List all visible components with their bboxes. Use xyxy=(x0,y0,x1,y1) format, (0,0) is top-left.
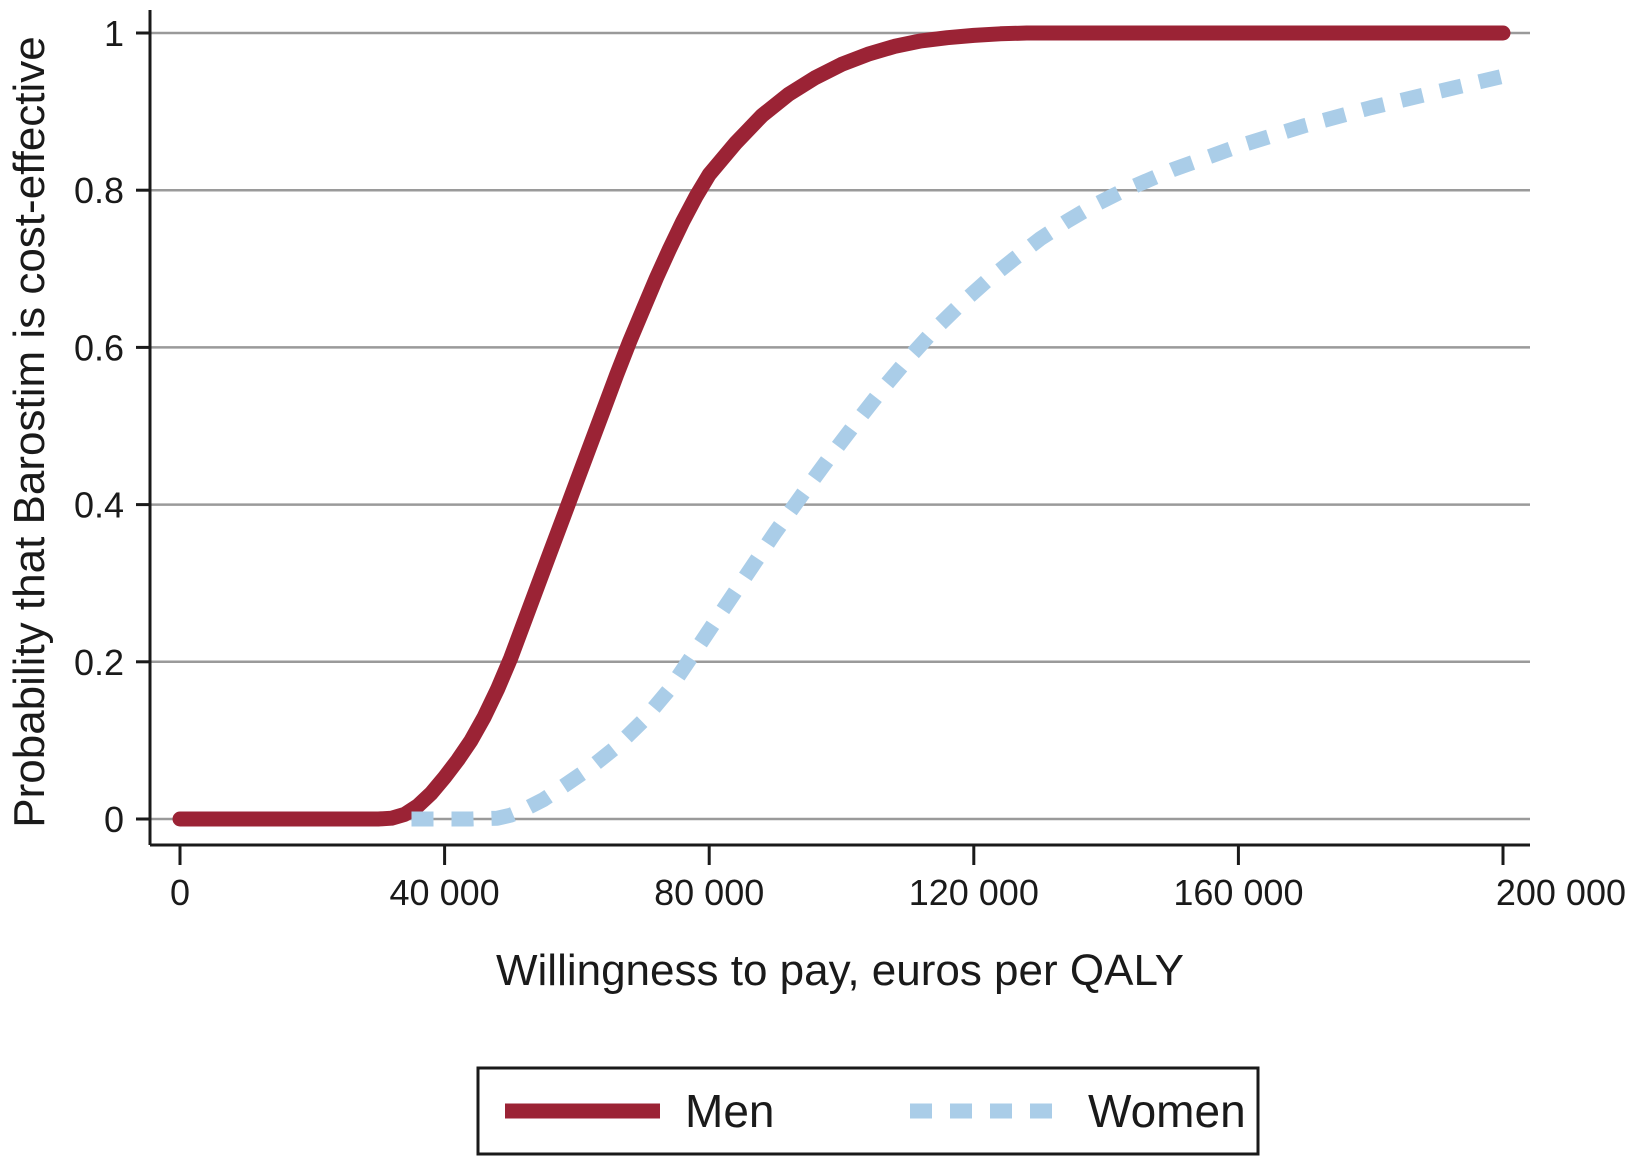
x-tick-label: 160 000 xyxy=(1173,872,1303,913)
x-tick-label: 80 000 xyxy=(654,872,764,913)
series-line-women xyxy=(411,68,1505,827)
y-axis-title: Probability that Barostim is cost-effect… xyxy=(5,36,54,828)
legend: Men Women xyxy=(476,1066,1260,1156)
legend-label-men: Men xyxy=(685,1085,774,1137)
axes xyxy=(148,10,1530,847)
y-tick-label: 0.4 xyxy=(74,485,124,526)
y-tick-label: 1 xyxy=(104,13,124,54)
series-layer xyxy=(172,25,1511,827)
y-tick-label: 0 xyxy=(104,799,124,840)
gridlines xyxy=(150,31,1530,821)
x-tick-label: 40 000 xyxy=(390,872,500,913)
x-axis-title: Willingness to pay, euros per QALY xyxy=(496,946,1184,995)
y-tick-label: 0.6 xyxy=(74,327,124,368)
x-tick-label: 0 xyxy=(170,872,190,913)
x-tick-label: 120 000 xyxy=(909,872,1039,913)
y-tick-label: 0.2 xyxy=(74,642,124,683)
series-line-men xyxy=(172,25,1511,827)
y-tick-label: 0.8 xyxy=(74,170,124,211)
legend-label-women: Women xyxy=(1088,1085,1246,1137)
x-tick-label: 200 000 xyxy=(1496,872,1626,913)
ticks: 0 0.2 0.4 0.6 0.8 1 0 40 000 80 000 120 000 160 00… xyxy=(74,13,1626,913)
